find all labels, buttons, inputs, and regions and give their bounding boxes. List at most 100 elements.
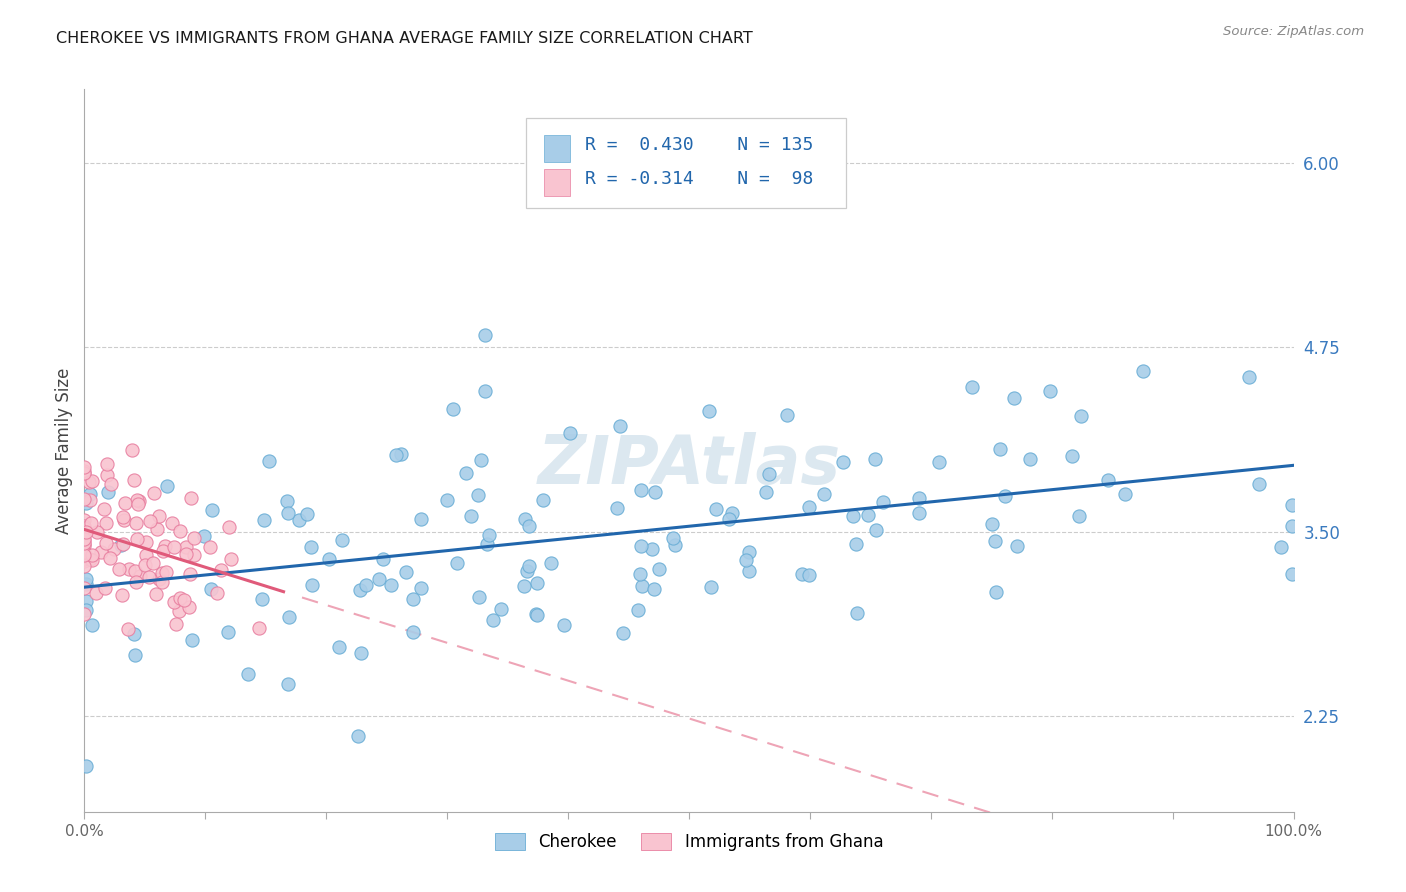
Point xyxy=(863,452,886,467)
Point xyxy=(96,468,118,483)
Point xyxy=(287,513,309,527)
Point xyxy=(75,577,97,591)
Point xyxy=(84,586,107,600)
Point xyxy=(354,578,377,592)
Point xyxy=(75,496,97,510)
Point xyxy=(73,582,96,596)
Point xyxy=(276,493,298,508)
Point xyxy=(82,617,104,632)
Point xyxy=(121,442,143,457)
Point xyxy=(73,525,96,540)
Point xyxy=(755,484,778,499)
Point xyxy=(236,667,259,681)
Point xyxy=(832,455,855,469)
Point xyxy=(519,559,541,574)
Point xyxy=(986,585,1008,599)
Point xyxy=(134,558,156,572)
Point xyxy=(908,491,931,506)
Point xyxy=(100,477,122,491)
Point xyxy=(114,496,136,510)
Point xyxy=(165,616,187,631)
Point xyxy=(318,551,340,566)
Point xyxy=(75,594,97,608)
Point xyxy=(124,575,146,590)
Point xyxy=(112,537,135,551)
Point xyxy=(73,537,96,551)
Point xyxy=(1114,486,1136,500)
Point xyxy=(1070,409,1092,423)
Point xyxy=(1018,452,1040,467)
Point xyxy=(73,464,96,478)
Point xyxy=(699,580,721,594)
Point xyxy=(628,566,651,581)
Bar xyxy=(544,169,571,196)
Point xyxy=(145,587,167,601)
Point xyxy=(475,537,498,551)
Point xyxy=(218,520,240,534)
Point xyxy=(1237,370,1260,384)
Point xyxy=(173,592,195,607)
Point xyxy=(606,501,628,516)
Point xyxy=(1281,518,1303,533)
Point xyxy=(135,534,157,549)
Point xyxy=(436,492,458,507)
Point xyxy=(1281,567,1303,582)
Point xyxy=(110,538,132,552)
Point xyxy=(928,455,950,469)
Point xyxy=(148,572,170,586)
Point xyxy=(630,539,652,553)
Point xyxy=(150,566,173,580)
Point xyxy=(73,532,96,546)
Point xyxy=(1247,477,1270,491)
Point xyxy=(1067,508,1090,523)
Point xyxy=(162,516,184,531)
Point xyxy=(156,479,179,493)
Point xyxy=(395,565,418,579)
Point xyxy=(125,516,148,530)
Point xyxy=(75,758,97,772)
Point xyxy=(1270,541,1292,555)
Point xyxy=(347,729,370,743)
Point xyxy=(183,549,205,563)
Point xyxy=(80,548,103,562)
Point xyxy=(1132,364,1154,378)
Point xyxy=(460,509,482,524)
Point xyxy=(174,540,197,554)
Point xyxy=(468,591,491,605)
Legend: Cherokee, Immigrants from Ghana: Cherokee, Immigrants from Ghana xyxy=(488,826,890,857)
Text: CHEROKEE VS IMMIGRANTS FROM GHANA AVERAGE FAMILY SIZE CORRELATION CHART: CHEROKEE VS IMMIGRANTS FROM GHANA AVERAG… xyxy=(56,31,754,46)
Point xyxy=(73,549,96,563)
Point xyxy=(845,536,868,550)
Point xyxy=(128,494,150,508)
Point xyxy=(73,513,96,527)
Point xyxy=(79,552,101,566)
Point xyxy=(813,487,835,501)
Point xyxy=(124,627,146,641)
Point xyxy=(446,557,468,571)
Point xyxy=(630,483,652,497)
Point xyxy=(517,519,540,533)
Point xyxy=(531,493,554,508)
Point xyxy=(516,564,538,578)
Point xyxy=(409,512,432,526)
Point xyxy=(515,512,537,526)
Point xyxy=(277,677,299,691)
Point xyxy=(163,595,186,609)
Point xyxy=(73,467,96,481)
Point xyxy=(217,625,239,640)
Point xyxy=(181,632,204,647)
Point xyxy=(278,609,301,624)
Point xyxy=(94,535,117,549)
Point xyxy=(112,513,135,527)
Point xyxy=(330,533,353,548)
Point xyxy=(169,604,191,618)
Point xyxy=(697,404,720,418)
Point xyxy=(124,564,146,578)
Text: Source: ZipAtlas.com: Source: ZipAtlas.com xyxy=(1223,25,1364,38)
Point xyxy=(183,532,205,546)
Point xyxy=(980,516,1002,531)
Y-axis label: Average Family Size: Average Family Size xyxy=(55,368,73,533)
Point xyxy=(1097,473,1119,487)
Point xyxy=(540,557,562,571)
Point xyxy=(792,566,814,581)
